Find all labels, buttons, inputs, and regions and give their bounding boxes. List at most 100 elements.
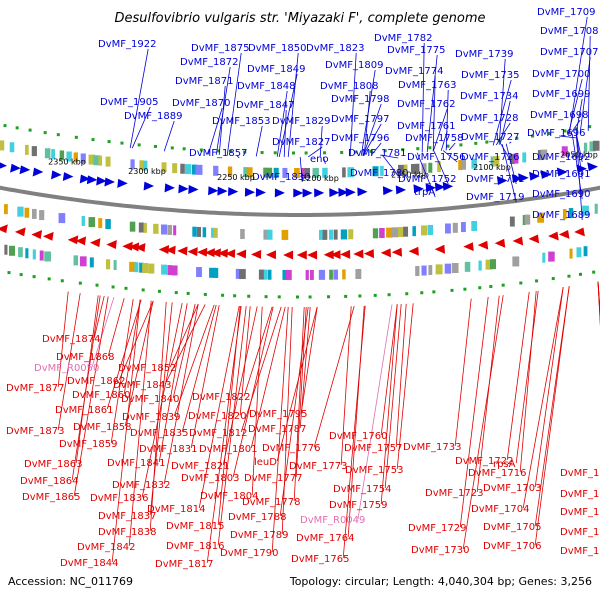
- outer-dot: [354, 150, 358, 154]
- reverse-gene-connector: [313, 306, 355, 448]
- function-box-forward: [411, 163, 418, 174]
- inner-dot: [186, 291, 190, 295]
- forward-gene-label: DvMF_1829: [272, 116, 330, 127]
- function-box-reverse: [73, 255, 79, 266]
- reverse-gene-label: DvMF_1865: [22, 492, 80, 503]
- forward-gene-connector: [508, 141, 512, 144]
- forward-gene-arrow: [62, 172, 74, 182]
- forward-gene-connector: [492, 79, 512, 146]
- function-box-forward: [195, 164, 203, 175]
- reverse-gene-label: DvMF_1684: [560, 546, 600, 557]
- forward-gene-connector: [575, 133, 583, 221]
- reverse-gene-label: DvMF_1705: [483, 522, 541, 533]
- inner-dot: [233, 294, 237, 298]
- function-box-reverse: [89, 257, 94, 268]
- function-box-forward: [304, 167, 311, 178]
- forward-gene-arrow: [529, 171, 540, 181]
- function-box-reverse: [267, 269, 272, 280]
- function-box-inner: [594, 203, 598, 214]
- function-box-forward: [437, 162, 441, 173]
- reverse-gene-arrow: [210, 248, 221, 258]
- reverse-gene-label: rpsA: [493, 459, 516, 470]
- reverse-gene-label: DvMF_1795: [249, 409, 307, 420]
- reverse-gene-label: DvMF_1789: [230, 530, 288, 541]
- forward-gene-label: DvMF_1699: [532, 89, 590, 100]
- reverse-gene-label: DvMF_1759: [329, 500, 387, 511]
- reverse-gene-label: DvMF_1820: [188, 411, 246, 422]
- function-box-reverse: [9, 245, 15, 256]
- function-box-reverse: [342, 269, 346, 280]
- function-box-forward: [347, 167, 355, 178]
- reverse-gene-label: DvMF_1729: [408, 523, 466, 534]
- inner-dot: [450, 288, 454, 292]
- forward-gene-label: DvMF_1875: [191, 43, 249, 54]
- reverse-gene-connector: [198, 305, 240, 509]
- reverse-gene-arrow: [296, 250, 307, 260]
- function-box-inner: [328, 229, 334, 240]
- reverse-gene-connector: [519, 291, 537, 473]
- outer-dot: [273, 151, 277, 155]
- function-box-forward: [522, 152, 527, 163]
- forward-gene-arrow: [104, 177, 115, 187]
- forward-gene-arrow: [293, 188, 304, 198]
- reverse-gene-connector: [217, 306, 247, 546]
- inner-dot: [47, 277, 51, 281]
- reverse-gene-connector: [172, 303, 196, 399]
- function-box-forward: [312, 167, 319, 178]
- function-box-inner: [391, 227, 399, 238]
- function-box-reverse: [258, 269, 266, 280]
- reverse-gene-connector: [71, 295, 101, 481]
- outer-dot: [217, 149, 221, 153]
- function-box-forward: [589, 141, 596, 152]
- forward-gene-arrow: [255, 188, 266, 198]
- reverse-gene-label: leuD: [254, 457, 277, 468]
- forward-gene-connectors: [129, 16, 591, 221]
- function-box-inner: [348, 229, 354, 240]
- function-box-forward: [428, 162, 433, 173]
- function-box-forward: [415, 163, 420, 174]
- outer-dot: [199, 148, 203, 152]
- forward-gene-arrow: [556, 167, 568, 177]
- accession-label: Accession: NC_011769: [8, 575, 134, 588]
- function-box-reverse: [415, 266, 420, 277]
- reverse-gene-arrow: [106, 240, 117, 250]
- function-box-reverse: [167, 265, 173, 276]
- reverse-gene-connector: [534, 286, 570, 546]
- reverse-gene-label: DvMF_1835: [130, 428, 188, 439]
- reverse-gene-label: DvMF_1777: [244, 473, 302, 484]
- function-box-forward: [322, 167, 328, 178]
- forward-gene-arrow: [357, 187, 368, 197]
- function-box-inner: [4, 204, 8, 215]
- function-box-reverse: [309, 269, 314, 280]
- forward-gene-arrow: [19, 165, 31, 175]
- forward-gene-label: DvMF_1797: [331, 114, 389, 125]
- function-box-forward: [492, 156, 500, 167]
- reverse-gene-label: DvMF_1788: [228, 512, 286, 523]
- function-box-forward: [380, 165, 384, 176]
- forward-gene-arrow: [329, 188, 340, 198]
- function-box-inner: [213, 227, 218, 238]
- function-box-reverse: [576, 247, 582, 258]
- function-box-inner: [263, 229, 268, 240]
- outer-dot: [170, 146, 174, 150]
- forward-gene-connector: [432, 108, 448, 152]
- forward-gene-connector: [163, 120, 175, 152]
- reverse-gene-label: DvMF_1760: [329, 431, 387, 442]
- function-box-inner: [318, 229, 325, 240]
- outer-dot: [56, 133, 60, 137]
- function-box-inner: [160, 224, 168, 235]
- topology-label: Topology: circular; Length: 4,040,304 bp…: [289, 575, 592, 588]
- reverse-gene-connector: [396, 303, 414, 470]
- reverse-gene-arrow: [574, 227, 585, 237]
- function-box-reverse: [421, 265, 427, 276]
- reverse-gene-arrow: [477, 240, 489, 250]
- function-box-reverse: [285, 269, 292, 280]
- function-box-inner: [379, 228, 385, 239]
- reverse-gene-connector: [522, 287, 564, 509]
- function-box-reverse: [444, 263, 452, 274]
- function-box-inner: [167, 224, 173, 235]
- reverse-gene-label: DvMF_1858: [73, 422, 131, 433]
- function-box-reverse: [129, 261, 136, 272]
- forward-gene-label: DvMF_1692: [532, 152, 590, 163]
- forward-gene-arrow: [117, 178, 128, 188]
